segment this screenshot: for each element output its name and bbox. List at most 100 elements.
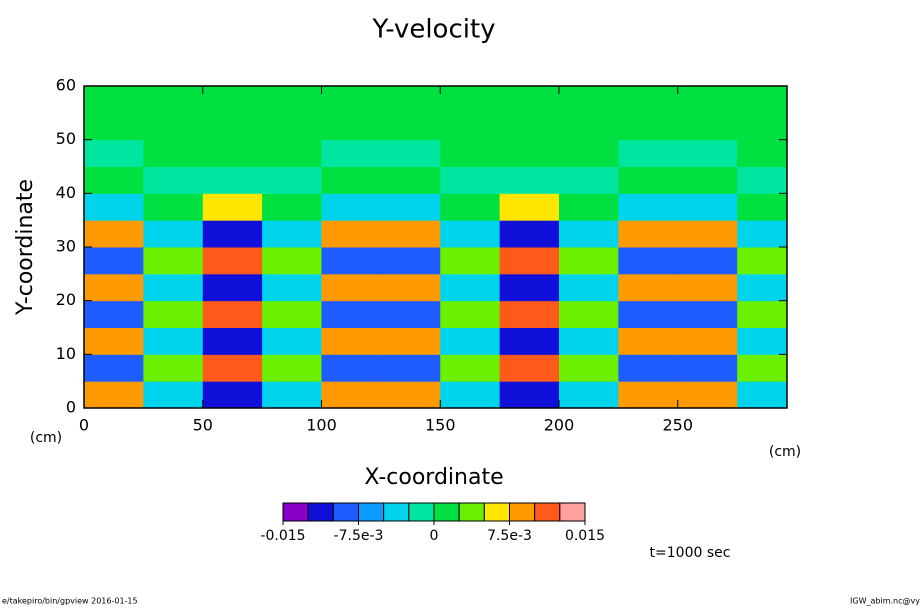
field-cell — [440, 112, 501, 141]
field-cell — [321, 300, 382, 328]
field-cell — [380, 327, 441, 355]
field-cell — [737, 86, 787, 114]
field-cell — [262, 247, 322, 275]
field-cell — [321, 247, 382, 275]
field-cell — [321, 139, 382, 167]
field-cell — [380, 381, 441, 408]
field-cell — [559, 300, 619, 328]
colorbar-tick-label: 0 — [430, 528, 439, 544]
field-cell — [737, 112, 787, 141]
field-cell — [202, 300, 263, 328]
field-cell — [618, 166, 679, 194]
field-cell — [262, 273, 322, 302]
field-cell — [321, 381, 382, 408]
field-cell — [143, 381, 204, 408]
field-cell — [321, 166, 382, 194]
colorbar-tick-label: -7.5e-3 — [334, 528, 384, 544]
field-cell — [202, 112, 263, 141]
field-cell — [143, 220, 204, 248]
field-cell — [380, 354, 441, 382]
field-cell — [559, 220, 619, 248]
field-cell — [440, 327, 501, 355]
field-cell — [380, 139, 441, 167]
field-cell — [440, 139, 501, 167]
field-cell — [677, 327, 738, 355]
field-cell — [559, 139, 619, 167]
field-cell — [499, 247, 560, 275]
field-cell — [677, 139, 738, 167]
field-cell — [143, 273, 204, 302]
y-tick-label: 60 — [56, 76, 76, 95]
field-cell — [737, 166, 787, 194]
footer-right: IGW_abim.nc@vy — [850, 597, 920, 606]
field-cell — [618, 86, 679, 114]
field-cell — [559, 354, 619, 382]
field-cell — [618, 273, 679, 302]
colorbar-box — [433, 502, 460, 522]
field-cell — [618, 354, 679, 382]
field-cell — [143, 139, 204, 167]
field-cell — [262, 220, 322, 248]
field-cell — [440, 381, 501, 408]
field-cell — [143, 327, 204, 355]
colorbar-box — [509, 502, 536, 522]
y-tick-label: 30 — [56, 237, 76, 256]
colorbar-tick-label: -0.015 — [260, 528, 305, 544]
field-cell — [440, 273, 501, 302]
field-cell — [84, 112, 144, 141]
field-cell — [321, 193, 382, 221]
field-cell — [499, 354, 560, 382]
field-cell — [559, 273, 619, 302]
field-cell — [262, 139, 322, 167]
colorbar-tick-label: 0.015 — [565, 528, 605, 544]
field-cell — [202, 354, 263, 382]
y-tick-label: 0 — [66, 398, 76, 417]
field-cell — [84, 166, 144, 194]
field-cell — [202, 139, 263, 167]
field-cell — [262, 327, 322, 355]
field-cell — [84, 381, 144, 408]
colorbar-tick-label: 7.5e-3 — [487, 528, 532, 544]
field-cell — [737, 327, 787, 355]
field-cell — [499, 86, 560, 114]
field-cell — [380, 300, 441, 328]
colorbar-box — [358, 502, 385, 522]
x-tick-label: 50 — [193, 416, 213, 435]
field-cell — [440, 86, 501, 114]
field-cell — [202, 166, 263, 194]
field-cell — [737, 300, 787, 328]
field-cell — [559, 86, 619, 114]
field-cell — [618, 381, 679, 408]
colorbar-box — [383, 502, 410, 522]
field-cell — [618, 139, 679, 167]
annotation: t=1000 sec — [650, 545, 731, 561]
colorbar-box — [559, 502, 586, 522]
field-cell — [143, 247, 204, 275]
field-cell — [202, 247, 263, 275]
field-cell — [499, 273, 560, 302]
field-cell — [84, 86, 144, 114]
footer-left: e/takepiro/bin/gpview 2016-01-15 — [2, 597, 138, 606]
field-cell — [499, 300, 560, 328]
field-cell — [84, 139, 144, 167]
field-cell — [202, 273, 263, 302]
field-cell — [202, 193, 263, 221]
field-cell — [321, 273, 382, 302]
field-cell — [677, 112, 738, 141]
field-cell — [440, 247, 501, 275]
field-cell — [618, 327, 679, 355]
field-cell — [499, 193, 560, 221]
field-cell — [262, 354, 322, 382]
field-cell — [440, 300, 501, 328]
field-cell — [202, 86, 263, 114]
field-cell — [737, 220, 787, 248]
x-axis-label: X-coordinate — [364, 465, 503, 490]
colorbar-box — [307, 502, 334, 522]
field-cell — [559, 193, 619, 221]
field-cell — [559, 166, 619, 194]
colorbar-box — [458, 502, 485, 522]
field-cell — [618, 247, 679, 275]
field-cell — [559, 112, 619, 141]
field-cell — [440, 166, 501, 194]
